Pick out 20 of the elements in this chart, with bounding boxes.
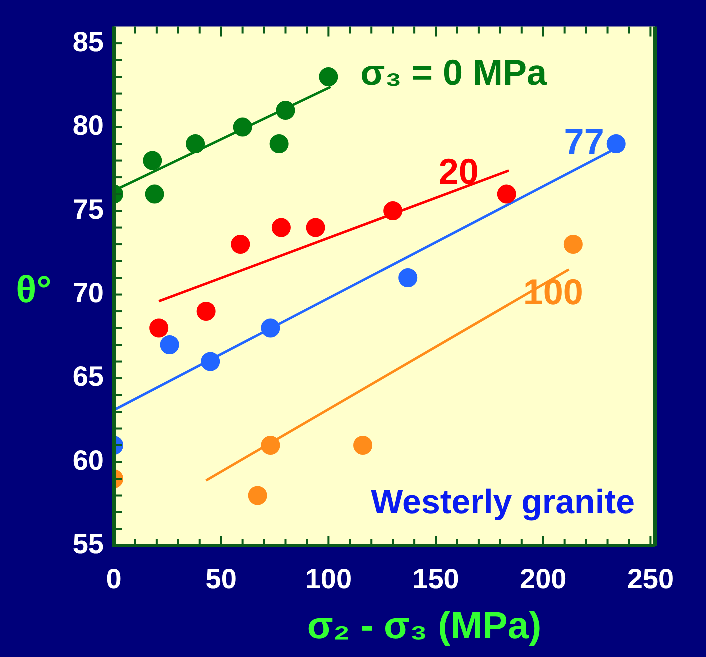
y-tick-label: 70 bbox=[72, 277, 104, 308]
y-tick-label: 60 bbox=[72, 444, 104, 476]
series-label: 100 bbox=[523, 271, 584, 312]
y-tick-label: 55 bbox=[72, 528, 104, 560]
y-tick-label: 75 bbox=[72, 194, 104, 225]
x-tick-label: 250 bbox=[627, 564, 674, 595]
x-tick-label: 100 bbox=[305, 564, 352, 595]
y-tick-label: 65 bbox=[72, 361, 104, 392]
series-label: σ₃ = 0 MPa bbox=[360, 52, 548, 93]
x-tick-label: 50 bbox=[206, 564, 237, 595]
x-tick-label: 150 bbox=[412, 564, 460, 595]
x-axis-title: σ₂ - σ₃ (MPa) bbox=[307, 605, 542, 648]
series-label: 77 bbox=[564, 120, 604, 162]
annotation: Westerly granite bbox=[371, 483, 635, 522]
y-axis-title: θ° bbox=[16, 269, 52, 312]
series-label: 20 bbox=[438, 151, 479, 192]
y-tick-label: 85 bbox=[72, 26, 104, 58]
y-tick-label: 80 bbox=[72, 110, 104, 142]
x-tick-label: 200 bbox=[520, 564, 567, 595]
x-tick-label: 0 bbox=[106, 564, 122, 595]
